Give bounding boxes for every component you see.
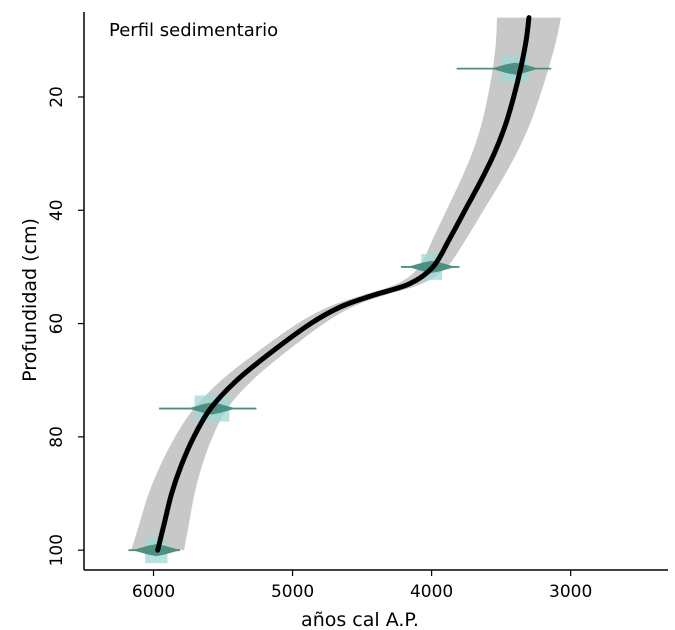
age-model-line-layer <box>155 15 532 553</box>
uncertainty-band <box>131 17 561 551</box>
plot-annotation: Perfil sedimentario <box>109 20 278 41</box>
y-ticks: 20 40 60 80 100 <box>47 86 84 566</box>
y-tick-label: 80 <box>47 426 67 448</box>
y-axis-title: Profundidad (cm) <box>19 218 41 382</box>
uncertainty-band-layer <box>131 17 561 551</box>
x-tick-label: 4000 <box>410 582 453 602</box>
x-axis-title: años cal A.P. <box>301 609 419 630</box>
y-tick-label: 20 <box>47 86 67 108</box>
y-tick-label: 40 <box>47 199 67 221</box>
y-tick-label: 60 <box>47 313 67 335</box>
y-tick-label: 100 <box>47 534 67 566</box>
age-model-line <box>155 15 532 553</box>
x-tick-label: 5000 <box>271 582 314 602</box>
date-density-mark <box>491 62 540 75</box>
x-ticks: 6000 5000 4000 3000 <box>132 570 592 602</box>
x-tick-label: 6000 <box>132 582 175 602</box>
x-tick-label: 3000 <box>549 582 592 602</box>
